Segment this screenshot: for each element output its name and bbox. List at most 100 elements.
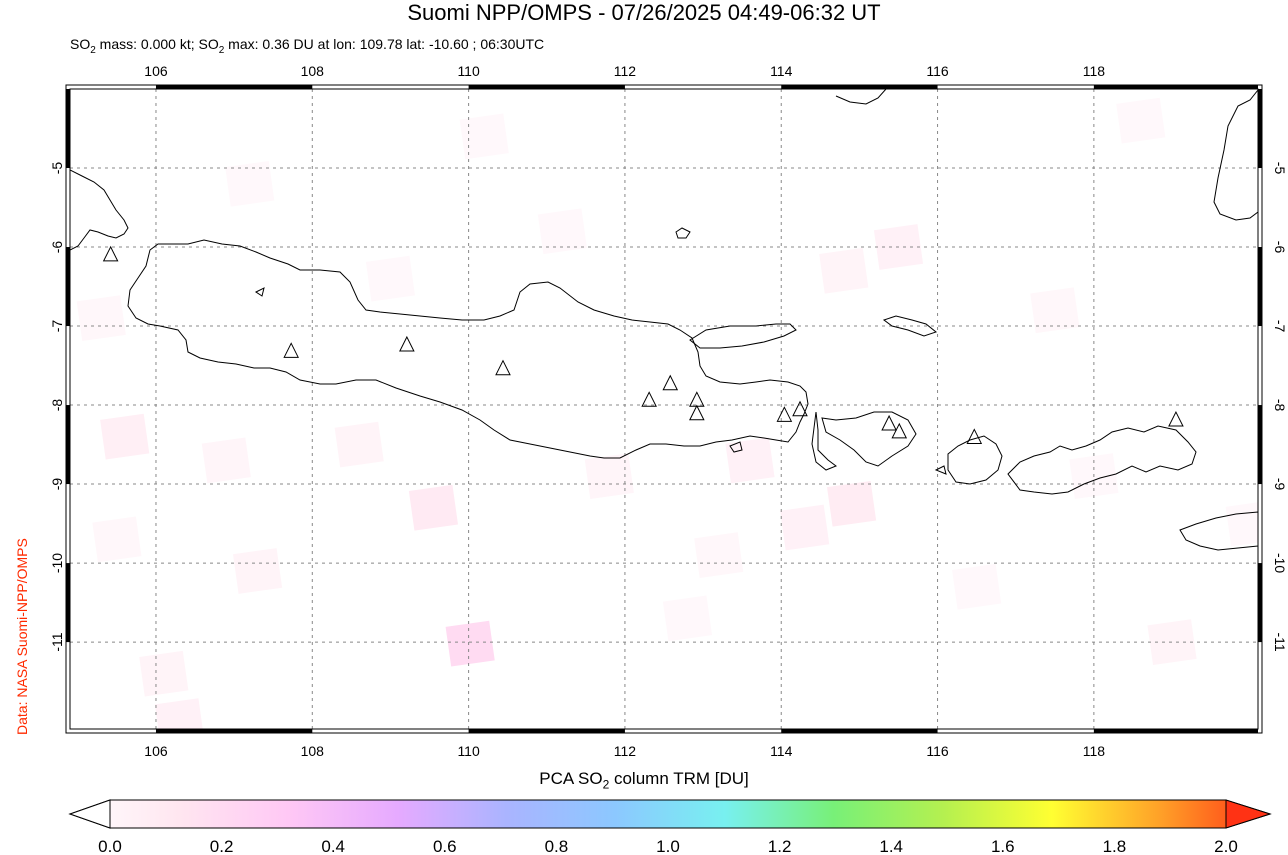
frame-bar-top	[468, 85, 625, 89]
lon-tick-label-bottom: 116	[926, 743, 949, 759]
lon-tick-label-bottom: 114	[770, 743, 793, 759]
lon-tick-label-bottom: 106	[144, 743, 168, 759]
coastline-sumatra	[70, 169, 129, 251]
so2-summary: SO2 mass: 0.000 kt; SO2 max: 0.36 DU at …	[70, 35, 544, 60]
lon-tick-label-top: 114	[770, 63, 793, 79]
volcano-icon	[641, 391, 657, 407]
volcano-icon	[776, 406, 793, 422]
frame-bar-left	[66, 405, 70, 485]
coastline-bawean	[675, 227, 691, 239]
so2-pixel	[952, 563, 1002, 610]
lat-tick-label-right: -5	[1272, 162, 1288, 175]
frame-bar-bottom	[1093, 729, 1258, 733]
frame-bar-left	[66, 563, 70, 643]
volcano-icon	[966, 428, 983, 444]
graticule	[70, 89, 1258, 729]
colorbar-tick-label: 1.8	[1103, 837, 1127, 855]
volcano-icon	[662, 374, 679, 391]
colorbar-tick-label: 1.6	[991, 837, 1015, 855]
coastline-kalimantan	[835, 89, 887, 105]
so2-summary-b: mass: 0.000 kt; SO	[95, 36, 219, 52]
so2-pixel	[139, 650, 189, 697]
so2-pixel	[92, 516, 142, 563]
volcano-icon	[399, 335, 415, 352]
lon-tick-label-bottom: 108	[301, 743, 325, 759]
colorbar-tick-label: 2.0	[1214, 837, 1238, 855]
lon-tick-label-top: 108	[301, 63, 325, 79]
colorbar-title-sub: 2	[602, 777, 610, 792]
volcano-icon	[881, 414, 897, 431]
so2-pixel	[1030, 287, 1080, 334]
coastline-java-east-tip	[811, 411, 838, 471]
frame-bar-top	[781, 85, 938, 89]
so2-pixel	[445, 620, 495, 667]
so2-pixel	[408, 484, 459, 531]
lat-tick-label-left: -6	[49, 241, 65, 254]
so2-pixel	[537, 208, 587, 255]
volcano-icon	[1168, 410, 1184, 427]
frame-bar-right	[1258, 247, 1262, 327]
so2-summary-a: SO	[70, 36, 91, 52]
so2-pixel	[334, 421, 384, 468]
frame-bar-left	[66, 247, 70, 327]
so2-pixel-layer	[76, 97, 1258, 729]
so2-summary-sub-1: 2	[90, 44, 96, 56]
frame-bar-right	[1258, 89, 1262, 169]
lat-tick-label-right: -7	[1272, 320, 1288, 333]
axis-tick-labels: 106 106 108 108 110 110 112 112 114 114 116 116 118 1…	[49, 63, 1288, 759]
lat-tick-label-left: -11	[49, 632, 65, 651]
colorbar-tick-label: 1.0	[656, 837, 680, 855]
volcano-icon	[792, 400, 808, 417]
volcano-icon	[891, 422, 908, 439]
colorbar-tick-label: 1.2	[768, 837, 792, 855]
lon-tick-label-top: 112	[614, 63, 637, 79]
so2-pixel	[780, 504, 830, 551]
so2-pixel	[365, 255, 416, 302]
colorbar-tick-label: 0.4	[321, 837, 345, 855]
so2-pixel	[459, 113, 509, 160]
colorbar-tick-label: 0.6	[433, 837, 457, 855]
volcano-icon	[689, 404, 705, 421]
so2-pixel	[1225, 500, 1258, 547]
frame-bar-right	[1258, 563, 1262, 643]
lat-tick-label-left: -7	[49, 320, 65, 333]
frame-bar-top	[1093, 85, 1258, 89]
so2-pixel	[819, 247, 869, 294]
so2-pixel	[694, 532, 744, 579]
volcano-markers	[102, 245, 1184, 444]
colorbar-body	[68, 799, 1272, 829]
colorbar-title-b: column TRM [DU]	[609, 769, 749, 788]
coastline-small-island-2	[934, 465, 947, 475]
volcano-icon	[495, 359, 511, 376]
lat-tick-label-right: -8	[1272, 399, 1288, 412]
coastline-kangean	[882, 315, 938, 337]
coastline-madura	[689, 323, 797, 349]
so2-pixel	[725, 437, 775, 484]
lon-tick-label-top: 116	[926, 63, 949, 79]
so2-pixel	[1147, 619, 1197, 665]
so2-pixel	[233, 548, 283, 594]
frame-bar-right	[1258, 405, 1262, 485]
frame-bar-bottom	[468, 729, 625, 733]
colorbar-tick-labels: 0.0 0.2 0.4 0.6 0.8 1.0 1.2 1.4 1.6 1.8 2.0	[98, 837, 1238, 855]
lon-tick-label-top: 110	[457, 63, 480, 79]
coastline-sumbawa	[1007, 425, 1197, 495]
frame-bar-bottom	[781, 729, 938, 733]
lat-tick-label-left: -10	[49, 553, 65, 573]
colorbar-tick-label: 0.8	[545, 837, 569, 855]
colorbar: 0.0 0.2 0.4 0.6 0.8 1.0 1.2 1.4 1.6 1.8 2.0	[68, 799, 1272, 855]
coastline-lombok	[947, 435, 1003, 485]
so2-pixel	[1116, 97, 1166, 144]
lon-tick-label-top: 106	[144, 63, 168, 79]
lon-tick-label-bottom: 110	[457, 743, 480, 759]
lon-tick-label-bottom: 118	[1083, 743, 1106, 759]
coastline-small-island-1	[255, 287, 265, 297]
lat-tick-label-right: -9	[1272, 478, 1288, 491]
colorbar-title-a: PCA SO	[539, 769, 603, 788]
coastline-nusa-penida	[729, 441, 743, 453]
lat-tick-label-right: -11	[1272, 632, 1288, 651]
coastline-sumba	[1179, 511, 1258, 551]
frame-bar-left	[66, 89, 70, 169]
lat-tick-label-right: -6	[1272, 241, 1288, 254]
so2-pixel	[225, 160, 275, 207]
